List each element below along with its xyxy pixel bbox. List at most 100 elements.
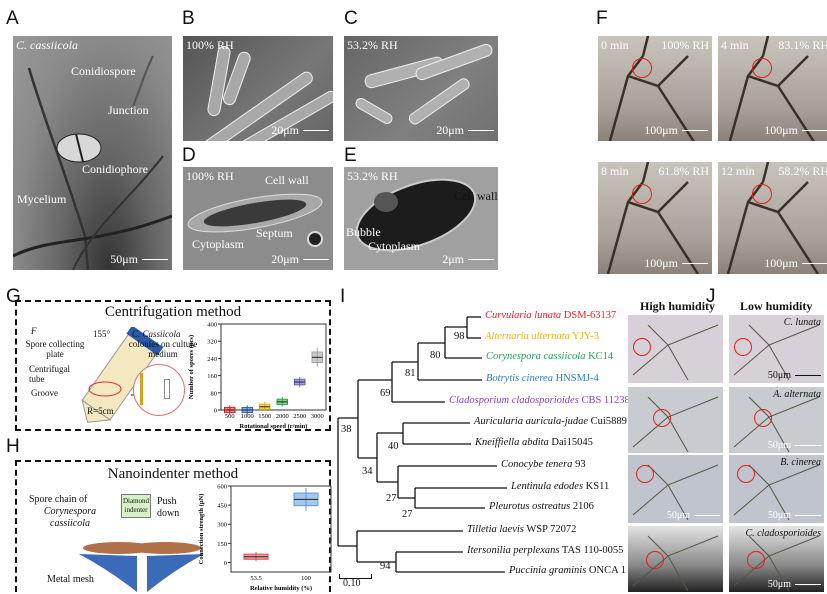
scale-bar: 20μm: [271, 252, 329, 267]
highlight-circle: [633, 338, 651, 356]
micrograph-j: C. lunata 50μm: [729, 315, 824, 383]
zoom-circle: [133, 364, 185, 416]
tree-leaf-label: Puccinia graminis ONCA 1: [509, 565, 626, 576]
annotation-bubble: Bubble: [346, 225, 381, 239]
annotation-cell-wall: Cell wall: [454, 189, 498, 203]
y-axis-label: Connection strength (μN): [198, 494, 205, 565]
annotation-septum: Septum: [256, 226, 293, 240]
panel-label-j: J: [706, 286, 716, 307]
rh-label: 61.8% RH: [658, 164, 709, 178]
method-title: Centrifugation method: [104, 304, 242, 320]
species-label: C. cladosporioides: [745, 528, 821, 539]
annotation-metal-mesh: Metal mesh: [47, 574, 94, 585]
bootstrap-value: 40: [388, 441, 399, 452]
scale-bar: 100μm: [764, 123, 827, 138]
highlight-circle: [754, 409, 772, 427]
scale-bar: 2μm: [442, 252, 494, 267]
x-tick-label: 100: [301, 575, 311, 582]
tem-image-d: 100% RH Cell wall Septum Cytoplasm 20μm: [183, 167, 333, 270]
rh-label: 53.2% RH: [347, 169, 398, 183]
micrograph-j: [628, 315, 723, 383]
x-axis-label: Rotational speed (r/min): [240, 423, 308, 430]
annotation-spore-plate: Spore collecting plate: [25, 339, 85, 359]
hyphae-drawing: [726, 162, 820, 274]
bootstrap-value: 69: [380, 388, 391, 399]
highlight-circle: [734, 338, 752, 356]
scale-bar: 100μm: [644, 123, 708, 138]
bootstrap-value: 34: [362, 466, 373, 477]
x-tick-label: 3000: [311, 413, 324, 420]
annotation-species: C. Cassiicola: [132, 329, 181, 339]
annotation-cell-wall: Cell wall: [265, 173, 309, 187]
tree-leaf-label: Pleurotus ostreatus 2106: [489, 501, 594, 512]
diamond-indenter: Diamond indenter: [121, 494, 151, 518]
annotation-angle: 155°: [93, 329, 111, 339]
scale-bar: 50μm: [768, 440, 821, 451]
panel-label-d: D: [182, 145, 196, 166]
highlight-circle: [632, 184, 652, 204]
highlight-circle: [752, 58, 772, 78]
annotation-junction: Junction: [108, 103, 149, 117]
bootstrap-value: 98: [454, 331, 465, 342]
annotation-radius: R=5cm: [87, 406, 114, 416]
y-axis-label: Number of spores (pcs): [188, 335, 195, 399]
highlight-circle: [653, 409, 671, 427]
bootstrap-value: 27: [402, 509, 413, 520]
micrograph-j: C. cladosporioides 50μm: [729, 526, 824, 592]
scale-bar: 20μm: [436, 123, 494, 138]
x-tick-label: 2500: [293, 413, 306, 420]
spores-drawing: [355, 43, 493, 125]
x-tick-label: 1500: [258, 413, 271, 420]
x-tick-label: 53.5: [250, 575, 261, 582]
y-tick-label: 150: [217, 541, 227, 548]
time-label: 12 min: [721, 164, 755, 178]
panel-label-f: F: [596, 8, 608, 29]
annotation-cytoplasm: Cytoplasm: [368, 239, 421, 253]
scale-bar: 20μm: [271, 123, 329, 138]
micrograph-j: [628, 526, 723, 592]
y-tick-label: 160: [207, 373, 217, 380]
spores-drawing: [203, 45, 333, 141]
annotation-force: F: [31, 326, 37, 336]
column-header-high: High humidity: [640, 299, 716, 313]
annotation-conidiospore: Conidiospore: [71, 64, 136, 78]
tree-leaf-label: Tilletia laevis WSP 72072: [467, 524, 577, 535]
rh-label: 100% RH: [186, 38, 234, 52]
connection-strength-chart: 0 150 300 450 600 53.5 100 Relative humidity (%…: [198, 484, 332, 592]
y-tick-label: 240: [207, 356, 217, 363]
bootstrap-value: 80: [430, 350, 441, 361]
centrifugation-method-box: Centrifugation method F Spore collecting…: [15, 300, 331, 431]
spore-section-drawing: [355, 178, 477, 252]
micrograph-j: B. cinerea 50μm: [729, 455, 824, 523]
micrograph-j: A. alternata 50μm: [729, 387, 824, 453]
tree-scale-label: 0.10: [343, 578, 361, 589]
sem-image-c: 53.2% RH 20μm: [344, 36, 498, 141]
y-tick-label: 450: [217, 503, 227, 510]
panel-label-i: I: [340, 286, 346, 307]
timelapse-frame: 8 min 61.8% RH 100μm: [598, 162, 712, 274]
bootstrap-value: 27: [386, 493, 397, 504]
spore-section-drawing: [187, 193, 323, 247]
annotation-push-down: Push down: [157, 496, 180, 519]
micrograph-j: [628, 387, 723, 453]
highlight-circle: [632, 58, 652, 78]
bootstrap-value: 81: [405, 368, 416, 379]
tree-leaf-label: Itersonilia perplexans TAS 110-0055: [467, 545, 624, 556]
highlight-circle: [636, 465, 654, 483]
y-tick-label: 400: [207, 322, 217, 329]
panel-label-h: H: [6, 436, 20, 457]
fungus-drawing: [632, 535, 719, 592]
annotation-colonies: colonies on culture medium: [128, 339, 198, 359]
fungus-drawing: [733, 324, 820, 381]
panel-label-c: C: [344, 8, 358, 29]
panel-label-a: A: [6, 8, 19, 29]
nanoindenter-method-box: Nanoindenter method Spore chain of Coryn…: [15, 460, 332, 592]
x-tick-label: 1000: [241, 413, 254, 420]
tree-leaf-label: Curvularia lunata DSM-63137: [485, 310, 617, 321]
scale-bar: 50μm: [768, 510, 821, 521]
hyphae-drawing: [13, 55, 172, 270]
rh-label: 58.2% RH: [778, 164, 827, 178]
tree-leaf-label: Auricularia auricula-judae Cui5889: [474, 416, 627, 427]
x-tick-label: 2000: [276, 413, 289, 420]
